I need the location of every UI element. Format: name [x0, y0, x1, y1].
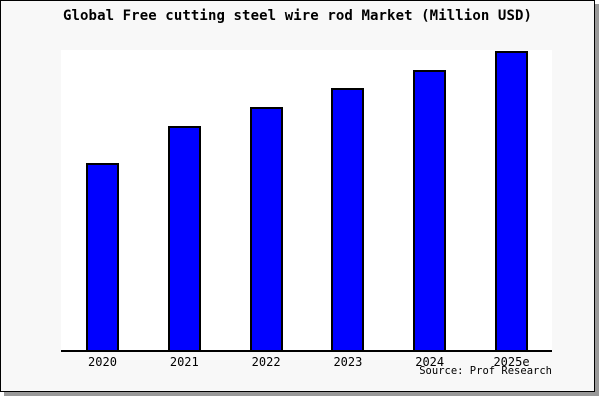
bar-2022: [249, 107, 283, 350]
x-tick-label-2020: 2020: [88, 355, 117, 369]
source-note: Source: Prof Research: [419, 365, 552, 377]
x-tick-label-2023: 2023: [333, 355, 363, 369]
x-tick-label-2022: 2022: [251, 355, 281, 369]
x-tick-label-2021: 2021: [169, 355, 199, 369]
bar-2024: [413, 70, 447, 350]
chart-title: Global Free cutting steel wire rod Marke…: [62, 8, 533, 24]
plot-area: [61, 50, 552, 352]
bar-2023: [331, 88, 365, 350]
chart-card: Global Free cutting steel wire rod Marke…: [0, 0, 595, 392]
x-tick-label-2025e: 2025e: [493, 355, 530, 369]
x-tick-label-2024: 2024: [415, 355, 445, 369]
bar-2021: [167, 126, 201, 350]
bar-2020: [86, 163, 119, 350]
bar-2025e: [495, 51, 528, 350]
